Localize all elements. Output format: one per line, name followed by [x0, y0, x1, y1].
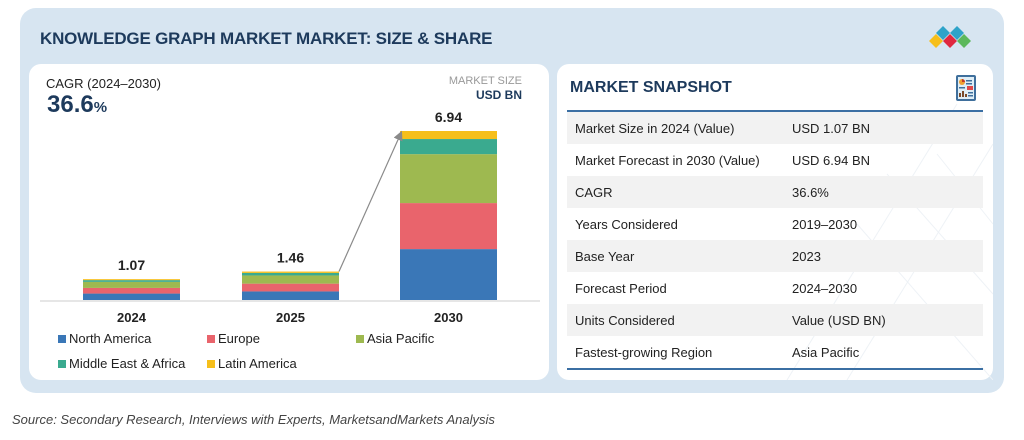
- snapshot-row: Units Considered Value (USD BN): [567, 304, 983, 336]
- legend-swatch-latin-america: [207, 359, 215, 368]
- market-size-unit: USD BN: [475, 88, 522, 102]
- legend-swatch-asia-pacific: [356, 334, 364, 343]
- logo-diamond-blue-right: [950, 26, 964, 40]
- snapshot-value: 2023: [792, 248, 821, 264]
- snapshot-value: USD 6.94 BN: [792, 152, 871, 168]
- snapshot-key: Years Considered: [575, 216, 678, 232]
- logo-diamond-yellow: [929, 34, 943, 48]
- snapshot-title: MARKET SNAPSHOT: [570, 79, 732, 96]
- cagr-unit: %: [93, 99, 108, 116]
- legend-swatch-europe: [207, 334, 215, 343]
- legend-item-north-america: North America: [58, 331, 151, 346]
- page-title: KNOWLEDGE GRAPH MARKET MARKET: SIZE & SH…: [40, 29, 493, 48]
- legend-swatch-north-america: [58, 334, 66, 343]
- snapshot-row: CAGR 36.6%: [567, 176, 983, 208]
- snapshot-key: CAGR: [575, 184, 613, 200]
- logo-diamond-red: [943, 34, 957, 48]
- snapshot-value: USD 1.07 BN: [792, 120, 871, 136]
- snapshot-key: Forecast Period: [575, 280, 667, 296]
- snapshot-key: Market Forecast in 2030 (Value): [575, 152, 760, 168]
- legend-item-europe: Europe: [207, 331, 260, 346]
- legend-label: Latin America: [218, 356, 297, 371]
- snapshot-value: Asia Pacific: [792, 344, 860, 360]
- logo-diamond-blue-left: [936, 26, 950, 40]
- report-document-icon: [956, 75, 976, 101]
- snapshot-table: Market Size in 2024 (Value) USD 1.07 BN Ma…: [567, 112, 983, 368]
- snapshot-row: Fastest-growing Region Asia Pacific: [567, 336, 983, 368]
- legend-label: North America: [69, 331, 152, 346]
- snapshot-key: Base Year: [575, 248, 635, 264]
- snapshot-key: Fastest-growing Region: [575, 344, 713, 360]
- snapshot-row: Market Size in 2024 (Value) USD 1.07 BN: [567, 112, 983, 144]
- snapshot-row: Forecast Period 2024–2030: [567, 272, 983, 304]
- snapshot-key: Market Size in 2024 (Value): [575, 120, 735, 136]
- snapshot-divider-bottom: [567, 368, 983, 370]
- legend-item-middle-east-africa: Middle East & Africa: [58, 356, 185, 371]
- snapshot-row: Market Forecast in 2030 (Value) USD 6.94 …: [567, 144, 983, 176]
- snapshot-row: Years Considered 2019–2030: [567, 208, 983, 240]
- legend-label: Europe: [218, 331, 260, 346]
- cagr-value: 36.6%: [47, 91, 107, 119]
- market-size-label: MARKET SIZE: [448, 75, 522, 87]
- snapshot-value: 36.6%: [792, 184, 829, 200]
- brand-logo-icon: [929, 26, 971, 48]
- legend-label: Asia Pacific: [367, 331, 435, 346]
- snapshot-value: 2024–2030: [792, 280, 858, 296]
- legend-swatch-middle-east-africa: [58, 359, 66, 368]
- cagr-number: 36.6: [47, 91, 94, 118]
- snapshot-divider-top: [567, 110, 983, 112]
- source-note: Source: Secondary Research, Interviews w…: [12, 412, 495, 427]
- cagr-label: CAGR (2024–2030): [46, 76, 161, 91]
- snapshot-key: Units Considered: [575, 312, 675, 328]
- snapshot-value: Value (USD BN): [792, 312, 886, 328]
- legend-item-latin-america: Latin America: [207, 356, 297, 371]
- snapshot-value: 2019–2030: [792, 216, 858, 232]
- logo-diamond-green: [957, 34, 971, 48]
- legend-label: Middle East & Africa: [69, 356, 186, 371]
- chart-legend: North America Europe Asia Pacific Middle…: [58, 331, 478, 376]
- snapshot-row: Base Year 2023: [567, 240, 983, 272]
- legend-item-asia-pacific: Asia Pacific: [356, 331, 434, 346]
